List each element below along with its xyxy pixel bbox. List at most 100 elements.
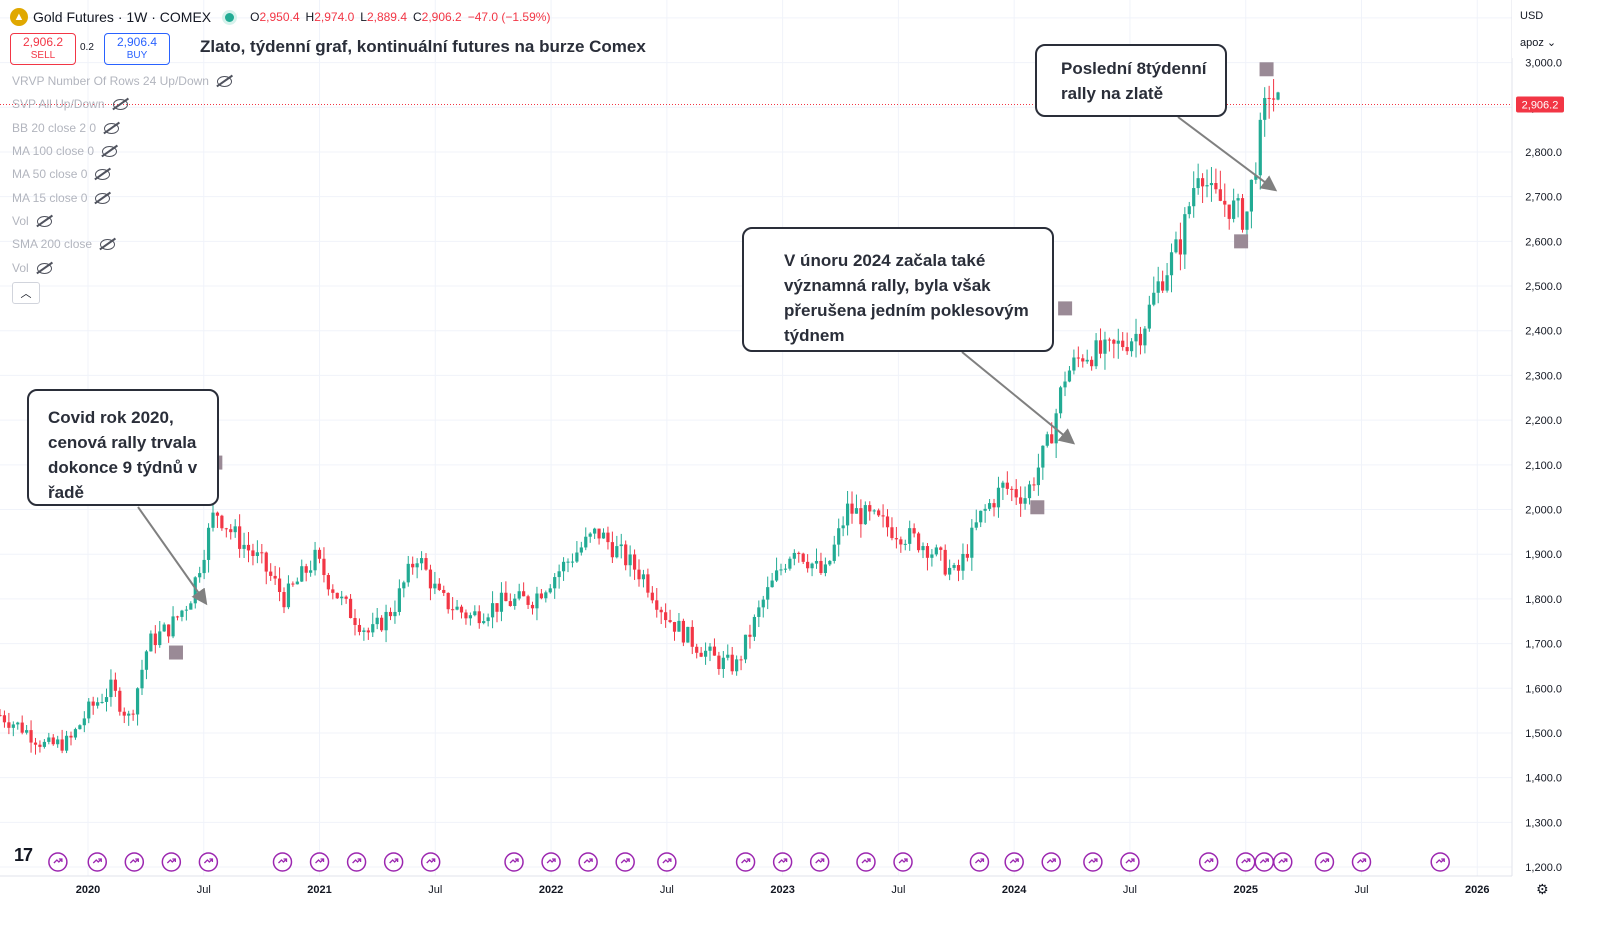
candle-body: [956, 565, 961, 571]
candle-body: [526, 596, 530, 605]
candle-body: [832, 544, 836, 561]
eye-off-icon[interactable]: [36, 262, 52, 274]
event-icon: [1430, 852, 1450, 872]
candle-body: [131, 713, 135, 715]
currency-selector[interactable]: USD: [1520, 10, 1544, 22]
eye-off-icon[interactable]: [216, 75, 232, 87]
candle-body: [335, 592, 339, 599]
eye-off-icon[interactable]: [112, 98, 128, 110]
candle-body: [828, 560, 832, 565]
buy-button[interactable]: 2,906.4 BUY: [104, 33, 170, 65]
ohlc-open: O2,950.4: [250, 10, 299, 24]
candle-body: [655, 600, 659, 610]
candle-body: [375, 617, 379, 625]
candle-body: [566, 561, 570, 563]
candle-body: [1240, 198, 1245, 230]
candle-body: [810, 563, 814, 569]
candle-body: [637, 569, 641, 580]
candle-body: [273, 575, 277, 579]
candle-body: [1032, 484, 1036, 486]
candle-body: [1263, 97, 1267, 120]
event-icon: [1041, 852, 1061, 872]
tradingview-logo[interactable]: 17: [14, 845, 33, 865]
annotation-covid[interactable]: Covid rok 2020, cenová rally trvala doko…: [27, 389, 219, 506]
candle-body: [362, 630, 366, 632]
event-icon: [420, 852, 441, 872]
event-icon-glyph: [662, 858, 672, 864]
candle-body: [1138, 333, 1143, 346]
candle-body: [1098, 340, 1103, 354]
eye-off-icon[interactable]: [95, 168, 111, 180]
indicator-sma200[interactable]: SMA 200 close: [12, 237, 116, 251]
gear-icon[interactable]: ⚙: [1536, 881, 1549, 897]
candle-body: [264, 552, 268, 572]
candle-body: [104, 697, 109, 702]
candle-body: [850, 503, 854, 514]
price-tick-label: 1,500.0: [1525, 728, 1562, 740]
eye-off-icon[interactable]: [100, 238, 116, 250]
candle-body: [282, 592, 286, 608]
candle-body: [695, 646, 699, 653]
market-status-icon[interactable]: [225, 12, 235, 22]
candle-body: [1134, 333, 1138, 342]
event-icon-glyph: [278, 858, 288, 864]
time-tick-label: 2024: [1002, 884, 1027, 896]
collapse-indicators-button[interactable]: ︿: [12, 282, 40, 304]
scale-mode-label: apoz: [1520, 37, 1544, 49]
candle-body: [806, 561, 810, 569]
eye-off-icon[interactable]: [36, 215, 52, 227]
candle-body: [1152, 292, 1156, 305]
indicator-bb[interactable]: BB 20 close 2 0: [12, 121, 120, 135]
candle-body: [774, 570, 779, 581]
candle-body: [961, 553, 965, 571]
candle-body: [801, 553, 805, 562]
indicator-vrvp[interactable]: VRVP Number Of Rows 24 Up/Down: [12, 74, 232, 88]
candle-body: [1058, 387, 1063, 414]
sell-button[interactable]: 2,906.2 SELL: [10, 33, 76, 65]
event-icon-glyph: [815, 858, 825, 864]
last-price-line: 2,906.2: [0, 96, 1564, 113]
eye-off-icon[interactable]: [95, 192, 111, 204]
candle-body: [819, 560, 823, 574]
indicator-vol-2[interactable]: Vol: [12, 261, 52, 275]
candle-body: [69, 735, 73, 738]
event-icon-glyph: [1259, 858, 1269, 864]
event-icon: [735, 852, 756, 872]
indicator-svp[interactable]: SVP All Up/Down: [12, 97, 128, 111]
candle-body: [162, 624, 166, 632]
candle-body: [872, 510, 876, 512]
candle-body: [477, 611, 481, 624]
indicator-vol[interactable]: Vol: [12, 214, 52, 228]
candle-body: [624, 544, 628, 566]
indicator-ma100[interactable]: MA 100 close 0: [12, 144, 118, 158]
candle-body: [175, 616, 180, 618]
indicator-ma15[interactable]: MA 15 close 0: [12, 191, 111, 205]
indicator-label: Vol: [12, 214, 29, 228]
indicator-ma50[interactable]: MA 50 close 0: [12, 167, 111, 181]
annotation-arrow: [961, 351, 1076, 445]
candle-body: [1271, 98, 1276, 100]
eye-off-icon[interactable]: [102, 145, 118, 157]
candle-body: [424, 558, 428, 570]
eye-off-icon[interactable]: [104, 122, 120, 134]
event-icon: [161, 852, 182, 872]
annotation-last-rally[interactable]: Poslední 8týdenní rally na zlatě: [1035, 44, 1227, 117]
candle-body: [171, 616, 175, 637]
annotation-arrow: [137, 506, 208, 606]
candle-body: [1200, 178, 1205, 187]
candle-body: [517, 591, 521, 599]
candle-body: [1107, 339, 1111, 341]
candle-body: [149, 633, 153, 652]
scale-mode-selector[interactable]: apoz ⌄: [1520, 36, 1556, 49]
candle-body: [1183, 214, 1187, 255]
candle-body: [1258, 119, 1262, 176]
symbol-title[interactable]: Gold Futures · 1W · COMEX: [33, 9, 212, 25]
event-icon-glyph: [1088, 858, 1098, 864]
candle-body: [996, 487, 1001, 508]
event-icon-glyph: [1435, 858, 1445, 864]
event-icon: [1273, 852, 1293, 872]
annotation-feb2024[interactable]: V únoru 2024 začala také významná rally,…: [742, 227, 1054, 352]
candle-body: [113, 679, 117, 691]
candle-body: [903, 543, 907, 545]
